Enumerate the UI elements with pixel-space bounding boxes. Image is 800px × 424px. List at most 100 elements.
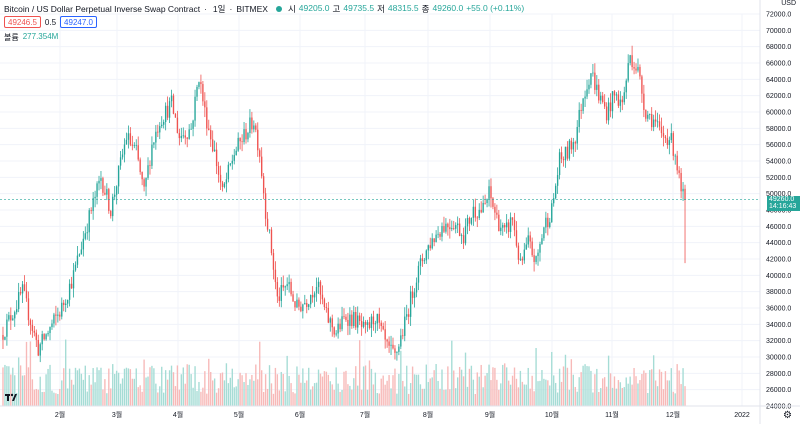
volume-bar bbox=[374, 372, 377, 406]
candle-body bbox=[435, 234, 437, 243]
candle-body bbox=[456, 223, 459, 226]
candle-body bbox=[143, 179, 145, 187]
candle-body bbox=[627, 63, 629, 81]
volume-bar bbox=[23, 375, 26, 406]
candle-body bbox=[349, 314, 351, 326]
volume-bar bbox=[360, 389, 363, 406]
volume-bar bbox=[92, 368, 94, 406]
candle-body bbox=[159, 126, 161, 133]
candle-body bbox=[533, 255, 535, 262]
settings-gear-icon[interactable]: ⚙ bbox=[783, 410, 792, 421]
candle-body bbox=[525, 244, 527, 250]
candle-body bbox=[504, 225, 506, 228]
volume-bar bbox=[574, 386, 576, 406]
candle-body bbox=[366, 322, 369, 325]
volume-bar bbox=[331, 384, 333, 406]
candle-body bbox=[496, 212, 498, 215]
candle-body bbox=[460, 235, 463, 237]
volume-bar bbox=[478, 376, 480, 406]
volume-bar bbox=[607, 355, 610, 406]
volume-bar bbox=[298, 374, 300, 406]
candle-body bbox=[298, 299, 300, 307]
symbol-title[interactable]: Bitcoin / US Dollar Perpetual Inverse Sw… bbox=[4, 4, 201, 14]
volume-bar bbox=[262, 392, 265, 406]
y-tick-label: 64000.0 bbox=[766, 77, 791, 84]
volume-bar bbox=[400, 350, 402, 406]
candle-body bbox=[110, 210, 112, 217]
volume-bar bbox=[419, 384, 422, 406]
candle-body bbox=[102, 178, 104, 193]
candle-body bbox=[233, 155, 235, 161]
candle-body bbox=[615, 94, 618, 96]
volume-bar bbox=[351, 389, 353, 406]
volume-bar bbox=[415, 374, 418, 406]
volume-bar bbox=[190, 374, 192, 406]
candle-body bbox=[476, 217, 478, 219]
candle-body bbox=[17, 292, 20, 310]
candle-body bbox=[551, 203, 553, 223]
candle-body bbox=[654, 119, 657, 122]
candle-body bbox=[66, 299, 69, 304]
candle-body bbox=[345, 316, 347, 320]
buy-button[interactable]: 49247.0 bbox=[60, 16, 97, 28]
candle-body bbox=[176, 117, 179, 134]
volume-bar bbox=[441, 369, 443, 406]
candle-body bbox=[57, 314, 59, 316]
volume-bar bbox=[172, 372, 175, 406]
volume-bar bbox=[19, 365, 22, 406]
volume-bar bbox=[643, 370, 645, 406]
volume-bar bbox=[161, 366, 163, 406]
volume-bar bbox=[435, 364, 437, 406]
candle-body bbox=[329, 318, 331, 323]
candle-body bbox=[276, 282, 279, 297]
volume-bar bbox=[33, 389, 36, 406]
candle-body bbox=[484, 202, 486, 204]
candle-body bbox=[351, 314, 353, 327]
candle-body bbox=[441, 226, 443, 237]
volume-bar bbox=[668, 380, 671, 406]
candle-body bbox=[137, 145, 139, 160]
axis-currency[interactable]: USD bbox=[781, 0, 796, 7]
volume-bar bbox=[519, 370, 522, 406]
volume-bar bbox=[49, 364, 51, 406]
volume-bar bbox=[37, 389, 39, 406]
candle-body bbox=[88, 210, 90, 233]
timeframe[interactable]: 1일 bbox=[212, 4, 226, 14]
y-tick-label: 40000.0 bbox=[766, 273, 791, 280]
volume-bar bbox=[594, 374, 596, 406]
volume-bar bbox=[515, 378, 518, 406]
candle-body bbox=[392, 344, 394, 349]
candle-body bbox=[96, 183, 98, 197]
candle-body bbox=[586, 89, 588, 97]
volume-bar bbox=[12, 367, 14, 406]
volume-bar bbox=[517, 387, 520, 406]
candle-body bbox=[357, 315, 359, 328]
candle-body bbox=[237, 137, 239, 151]
y-tick-label: 24000.0 bbox=[766, 404, 791, 411]
candle-body bbox=[564, 146, 567, 161]
candle-body bbox=[470, 217, 473, 224]
volume-bar bbox=[178, 389, 181, 406]
candle-body bbox=[619, 99, 622, 106]
volume-bar bbox=[664, 371, 667, 406]
y-tick-label: 58000.0 bbox=[766, 126, 791, 133]
volume-bar bbox=[239, 372, 241, 406]
candle-body bbox=[10, 315, 12, 321]
volume-bar bbox=[196, 391, 198, 406]
y-tick-label: 60000.0 bbox=[766, 110, 791, 117]
volume-bar bbox=[684, 386, 686, 406]
candle-body bbox=[382, 326, 384, 330]
tradingview-logo-icon[interactable] bbox=[4, 390, 18, 404]
candle-body bbox=[537, 252, 539, 257]
candle-body bbox=[76, 255, 79, 265]
volume-bar bbox=[549, 385, 551, 406]
candle-body bbox=[84, 233, 86, 239]
candle-body bbox=[274, 269, 277, 283]
volume-bars bbox=[2, 339, 686, 406]
candle-body bbox=[486, 198, 488, 204]
candle-body bbox=[221, 182, 224, 187]
volume-bar bbox=[588, 366, 590, 406]
volume-bar bbox=[274, 367, 277, 406]
sell-button[interactable]: 49246.5 bbox=[4, 16, 41, 28]
